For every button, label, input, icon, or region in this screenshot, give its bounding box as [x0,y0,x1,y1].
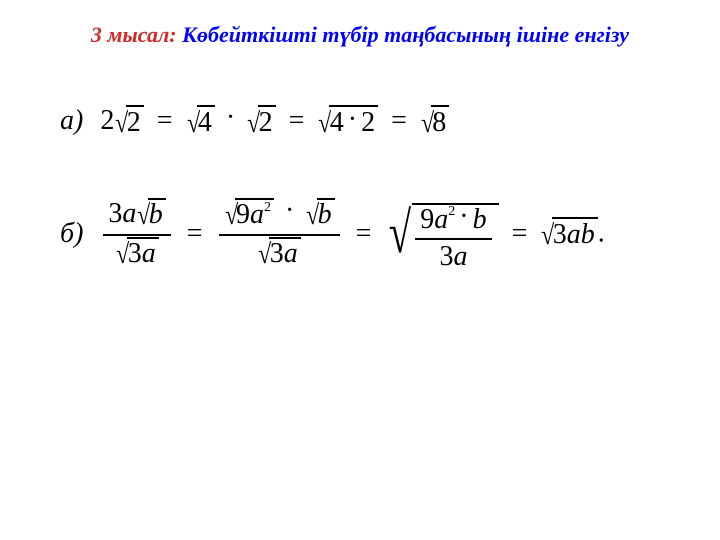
label-b: б) [60,218,83,249]
equation-b: б) 3a√b √3a = √9a2 · √b √3a = √ [60,195,605,280]
radical: √3ab [540,218,597,252]
radical: √4·2 [317,106,378,140]
equals: = [391,105,407,136]
example-title: 3 мысал: Көбейткішті түбір таңбасының іш… [0,22,720,48]
radical: √4 [186,106,215,140]
fraction: √9a2 · √b √3a [219,199,340,271]
fraction: 3a√b √3a [103,199,170,271]
radical: √2 [114,106,143,140]
title-text: Көбейткішті түбір таңбасының ішіне енгіз… [182,22,629,47]
equals: = [187,218,203,249]
multiply-dot: · [226,102,235,133]
equals: = [289,105,305,136]
big-radical: √ 9a2·b 3a [384,195,498,275]
equals: = [356,218,372,249]
equals: = [157,105,173,136]
radical: √8 [420,106,449,140]
math-content: а) 2√2 = √4 · √2 = √4·2 = √8 б) 3a√b √3a… [60,105,605,280]
period: . [598,218,605,249]
label-a: а) [60,105,83,136]
title-label: 3 мысал: [91,22,177,47]
equation-a: а) 2√2 = √4 · √2 = √4·2 = √8 [60,105,605,190]
radical: √2 [246,106,275,140]
equals: = [512,218,528,249]
coef: 2 [100,105,114,136]
